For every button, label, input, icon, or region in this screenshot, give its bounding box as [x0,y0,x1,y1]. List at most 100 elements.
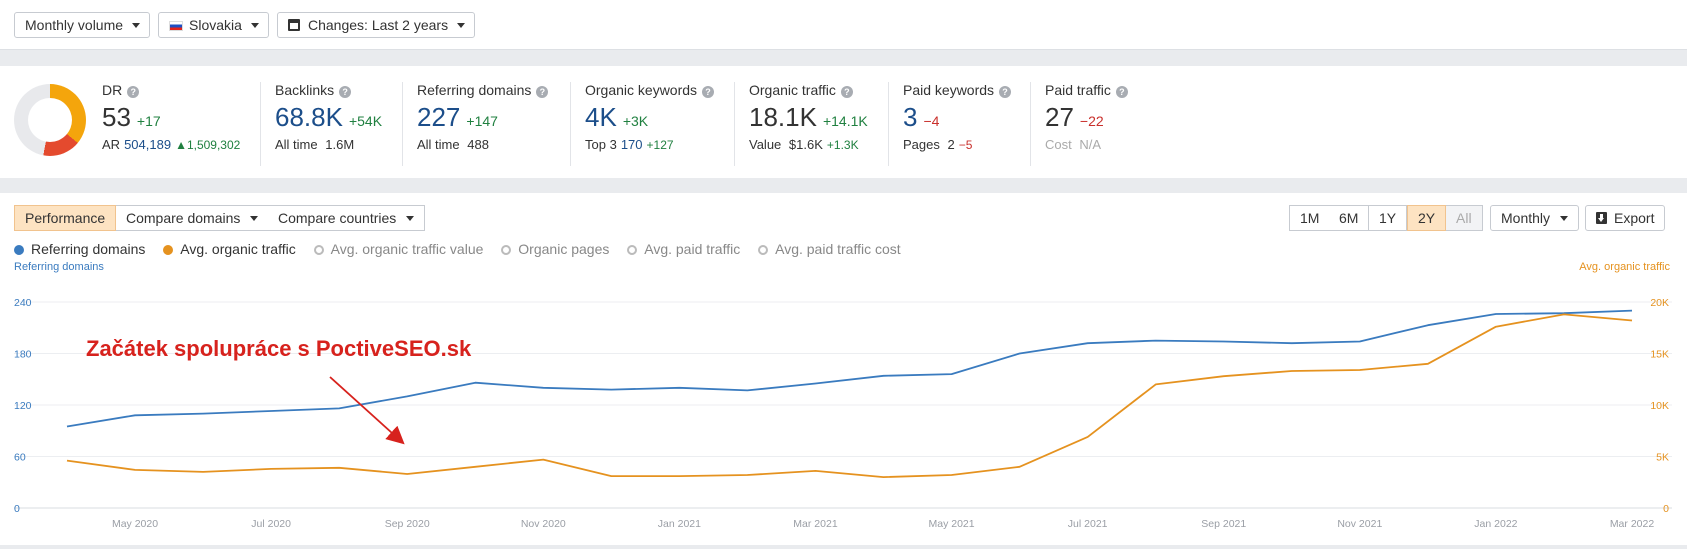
chevron-down-icon [406,216,415,221]
help-icon[interactable]: ? [702,86,715,98]
metric-value[interactable]: 227 [417,102,461,132]
metric-sub-label: Value [749,137,782,152]
interval-dropdown[interactable]: Monthly [1490,205,1580,231]
dr-donut-chart [14,84,86,156]
help-icon[interactable]: ? [536,86,549,98]
x-tick-label: Sep 2020 [385,518,430,530]
range-2y-button[interactable]: 2Y [1407,205,1447,231]
metric-paid-traffic: Paid traffic? 27 −22 Cost N/A [1030,82,1128,166]
y-right-tick-label: 20K [1650,297,1669,309]
changes-dropdown[interactable]: Changes: Last 2 years [277,12,476,38]
chevron-down-icon [250,23,259,28]
help-icon[interactable]: ? [1115,86,1128,98]
y-left-tick-label: 0 [14,503,20,515]
legend-avg-organic-traffic[interactable]: Avg. organic traffic [163,241,296,257]
x-tick-label: Jul 2021 [1068,518,1108,530]
y-left-axis-title: Referring domains [14,261,104,273]
help-icon[interactable]: ? [339,86,352,98]
metric-organic-traffic: Organic traffic? 18.1K +14.1K Value $1.6K… [734,82,868,166]
metric-label: Backlinks [275,82,335,98]
download-icon [1596,212,1607,224]
metric-referring-domains: Referring domains? 227 +147 All time 488 [402,82,549,166]
y-right-axis-title: Avg. organic traffic [1579,261,1670,273]
chart-panel: Performance Compare domains Compare coun… [0,193,1687,545]
metric-delta: +54K [348,113,383,129]
help-icon[interactable]: ? [840,86,853,98]
legend-label: Organic pages [518,241,610,257]
metric-sub-delta: ▲1,509,302 [175,138,241,152]
interval-dropdown-label: Monthly [1501,210,1551,226]
metric-sub-delta: +127 [646,138,674,152]
y-right-tick-label: 5K [1656,452,1669,464]
metric-sub-value: $1.6K [788,137,823,152]
chevron-down-icon [1560,216,1569,221]
legend-dot-icon [14,245,24,255]
y-right-tick-label: 15K [1650,349,1669,361]
metric-sub-label: AR [102,137,121,152]
metric-value[interactable]: 68.8K [275,102,343,132]
x-tick-label: Jan 2022 [1474,518,1517,530]
legend-dot-icon [627,245,638,255]
x-tick-label: May 2020 [112,518,158,530]
metric-sub-label: Top 3 [585,137,617,152]
range-all-button: All [1446,205,1483,231]
metric-delta: −4 [923,113,940,129]
volume-dropdown-label: Monthly volume [25,17,124,33]
chevron-down-icon [250,216,259,221]
tab-compare-domains[interactable]: Compare domains [116,205,270,231]
metric-organic-keywords: Organic keywords? 4K +3K Top 3 170 +127 [570,82,715,166]
metric-sub-value: 488 [467,137,489,152]
help-icon[interactable]: ? [999,86,1012,98]
metric-value: 53 [102,102,131,132]
metric-value[interactable]: 3 [903,102,918,132]
y-left-tick-label: 180 [14,349,32,361]
metric-label: Paid keywords [903,82,995,98]
range-1y-button[interactable]: 1Y [1369,205,1408,231]
help-icon[interactable]: ? [127,86,140,98]
y-right-tick-label: 10K [1650,400,1669,412]
metric-sub-delta: −5 [958,138,973,152]
legend-avg-organic-traffic-value[interactable]: Avg. organic traffic value [313,241,483,257]
chart-legend: Referring domains Avg. organic traffic A… [14,241,915,257]
chevron-down-icon [457,23,466,28]
metric-sub-value[interactable]: 170 [620,137,643,152]
legend-avg-paid-traffic-cost[interactable]: Avg. paid traffic cost [758,241,901,257]
metric-delta: +17 [136,113,161,129]
y-left-tick-label: 60 [14,452,26,464]
annotation-arrow [329,376,405,445]
legend-referring-domains[interactable]: Referring domains [14,241,145,257]
x-tick-label: Sep 2021 [1201,518,1246,530]
metric-sub-label: Pages [903,137,940,152]
export-button[interactable]: Export [1585,205,1666,231]
top-toolbar: Monthly volume Slovakia Changes: Last 2 … [0,0,1687,50]
metric-delta: +147 [466,113,498,129]
legend-label: Avg. paid traffic cost [775,241,901,257]
series-line-referring-domains [66,309,1633,428]
series-line-avg-organic-traffic [66,313,1633,479]
metric-delta: +3K [622,113,649,129]
legend-organic-pages[interactable]: Organic pages [501,241,609,257]
range-6m-button[interactable]: 6M [1329,205,1370,231]
metric-label: Organic keywords [585,82,698,98]
metric-label: DR [102,82,123,98]
export-label: Export [1614,210,1655,226]
metric-sub-value[interactable]: 504,189 [124,137,172,152]
y-right-tick-label: 0 [1663,503,1669,515]
country-dropdown-label: Slovakia [189,17,242,33]
metric-value[interactable]: 4K [585,102,617,132]
x-tick-label: Mar 2022 [1610,518,1655,530]
volume-dropdown[interactable]: Monthly volume [14,12,151,38]
tab-performance[interactable]: Performance [14,205,117,231]
annotation-text: Začátek spolupráce s PoctiveSEO.sk [86,336,472,361]
performance-chart[interactable]: Referring domains Avg. organic traffic 0 60… [0,193,1687,545]
legend-dot-icon [501,245,512,255]
chevron-down-icon [132,23,141,28]
tab-compare-countries-label: Compare countries [278,210,397,226]
tab-compare-countries[interactable]: Compare countries [268,205,426,231]
legend-avg-paid-traffic[interactable]: Avg. paid traffic [627,241,740,257]
metric-label: Organic traffic [749,82,836,98]
country-dropdown[interactable]: Slovakia [158,12,269,38]
y-left-tick-label: 240 [14,297,32,309]
x-tick-label: Mar 2021 [793,518,838,530]
metric-sub-value: 2 [947,137,955,152]
